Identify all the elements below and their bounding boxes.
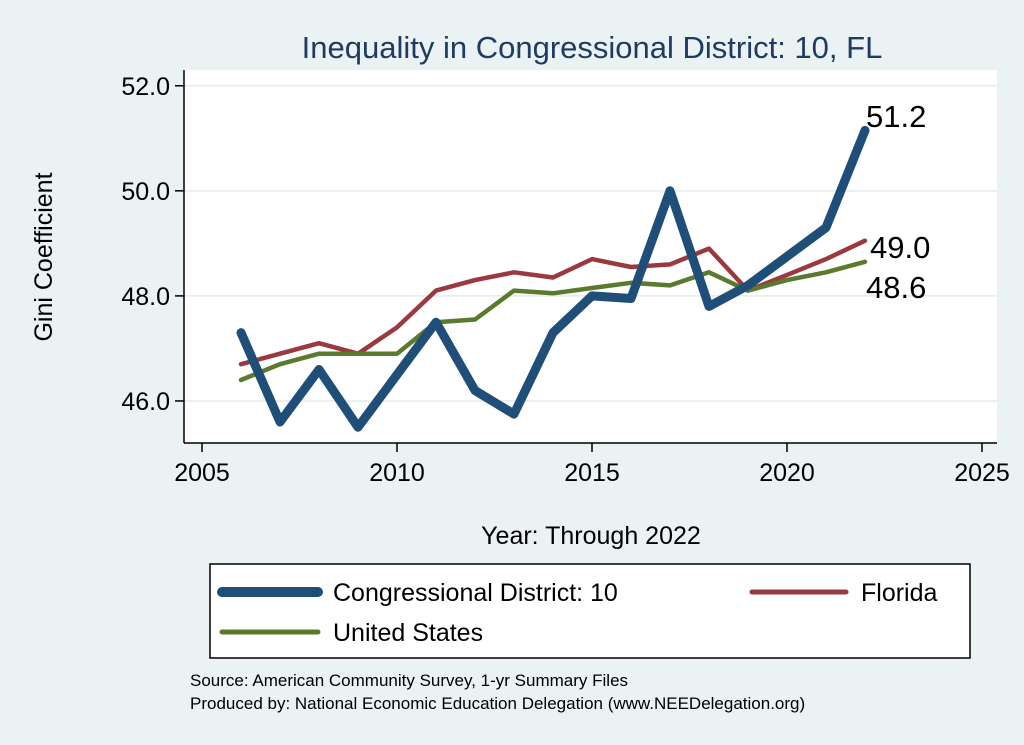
x-tick-label-4: 2025 [954, 459, 1010, 487]
y-tick-label-3: 52.0 [121, 73, 170, 101]
x-tick-label-0: 2005 [174, 459, 230, 487]
x-axis-title: Year: Through 2022 [481, 522, 701, 550]
y-tick-label-2: 50.0 [121, 178, 170, 206]
end-label-district: 51.2 [866, 99, 926, 134]
series-line-district [236, 125, 870, 432]
end-label-florida: 49.0 [870, 230, 930, 265]
end-labels: 51.2 49.0 48.6 [866, 99, 930, 305]
y-tick-label-1: 48.0 [121, 283, 170, 311]
x-tick-label-3: 2020 [759, 459, 815, 487]
series-lines [236, 125, 870, 432]
producer-note: Produced by: National Economic Education… [190, 694, 805, 713]
end-label-us: 48.6 [866, 270, 926, 305]
x-tick-label-1: 2010 [369, 459, 425, 487]
y-axis-title: Gini Coefficient [30, 172, 58, 341]
x-tick-label-2: 2015 [564, 459, 620, 487]
axes: 46.0 48.0 50.0 52.0 2005 2010 2015 2020 2025 [121, 70, 1010, 487]
legend-box [209, 563, 971, 659]
y-tick-label-0: 46.0 [121, 388, 170, 416]
legend-label-us: United States [333, 619, 483, 647]
chart-title: Inequality in Congressional District: 10… [302, 30, 883, 65]
legend-label-florida: Florida [861, 579, 938, 607]
legend: Congressional District: 10 Florida Unite… [209, 563, 971, 659]
series-line-us [238, 259, 868, 383]
source-note: Source: American Community Survey, 1-yr … [190, 671, 628, 690]
legend-label-district: Congressional District: 10 [333, 579, 618, 607]
